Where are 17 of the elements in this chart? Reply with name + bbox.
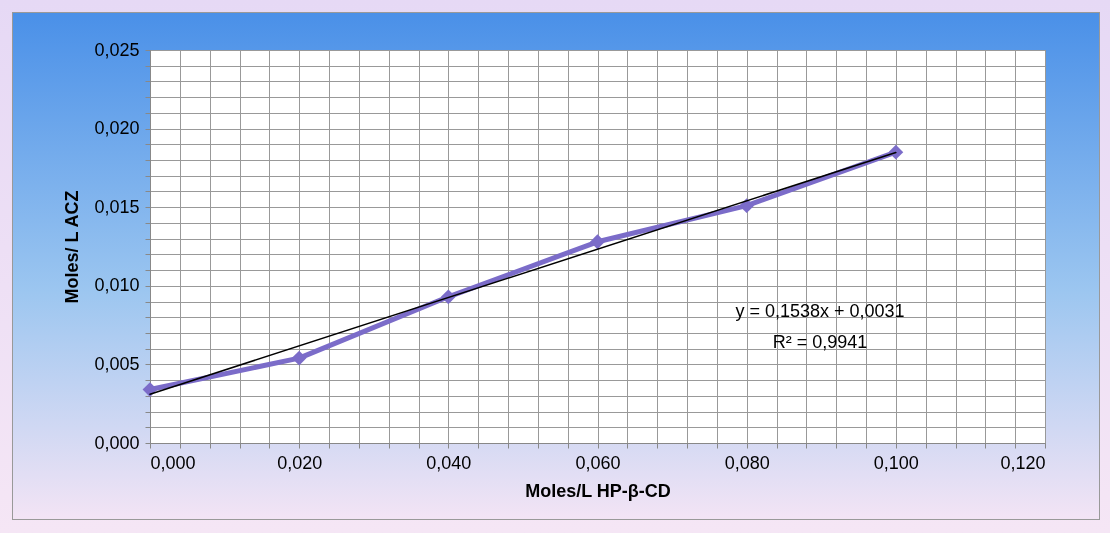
x-tick-label: 0,100 [873,452,919,473]
y-tick-label: 0,000 [94,432,140,453]
annotation: y = 0,1538x + 0,0031 [735,301,905,321]
x-axis-title: Moles/L HP-β-CD [525,480,671,501]
x-tick-label: 0,120 [1000,452,1046,473]
x-tick-label: 0,020 [277,452,323,473]
x-tick-label: 0,000 [150,452,196,473]
x-tick-label: 0,060 [575,452,621,473]
x-tick-label: 0,040 [426,452,472,473]
y-tick-label: 0,010 [94,275,140,296]
y-tick-label: 0,015 [94,196,140,217]
y-tick-label: 0,025 [94,39,140,60]
y-tick-label: 0,005 [94,353,140,374]
y-axis-title: Moles/ L ACZ [62,190,83,304]
x-tick-label: 0,080 [724,452,770,473]
annotation: R² = 0,9941 [772,332,868,352]
y-tick-label: 0,020 [94,118,140,139]
